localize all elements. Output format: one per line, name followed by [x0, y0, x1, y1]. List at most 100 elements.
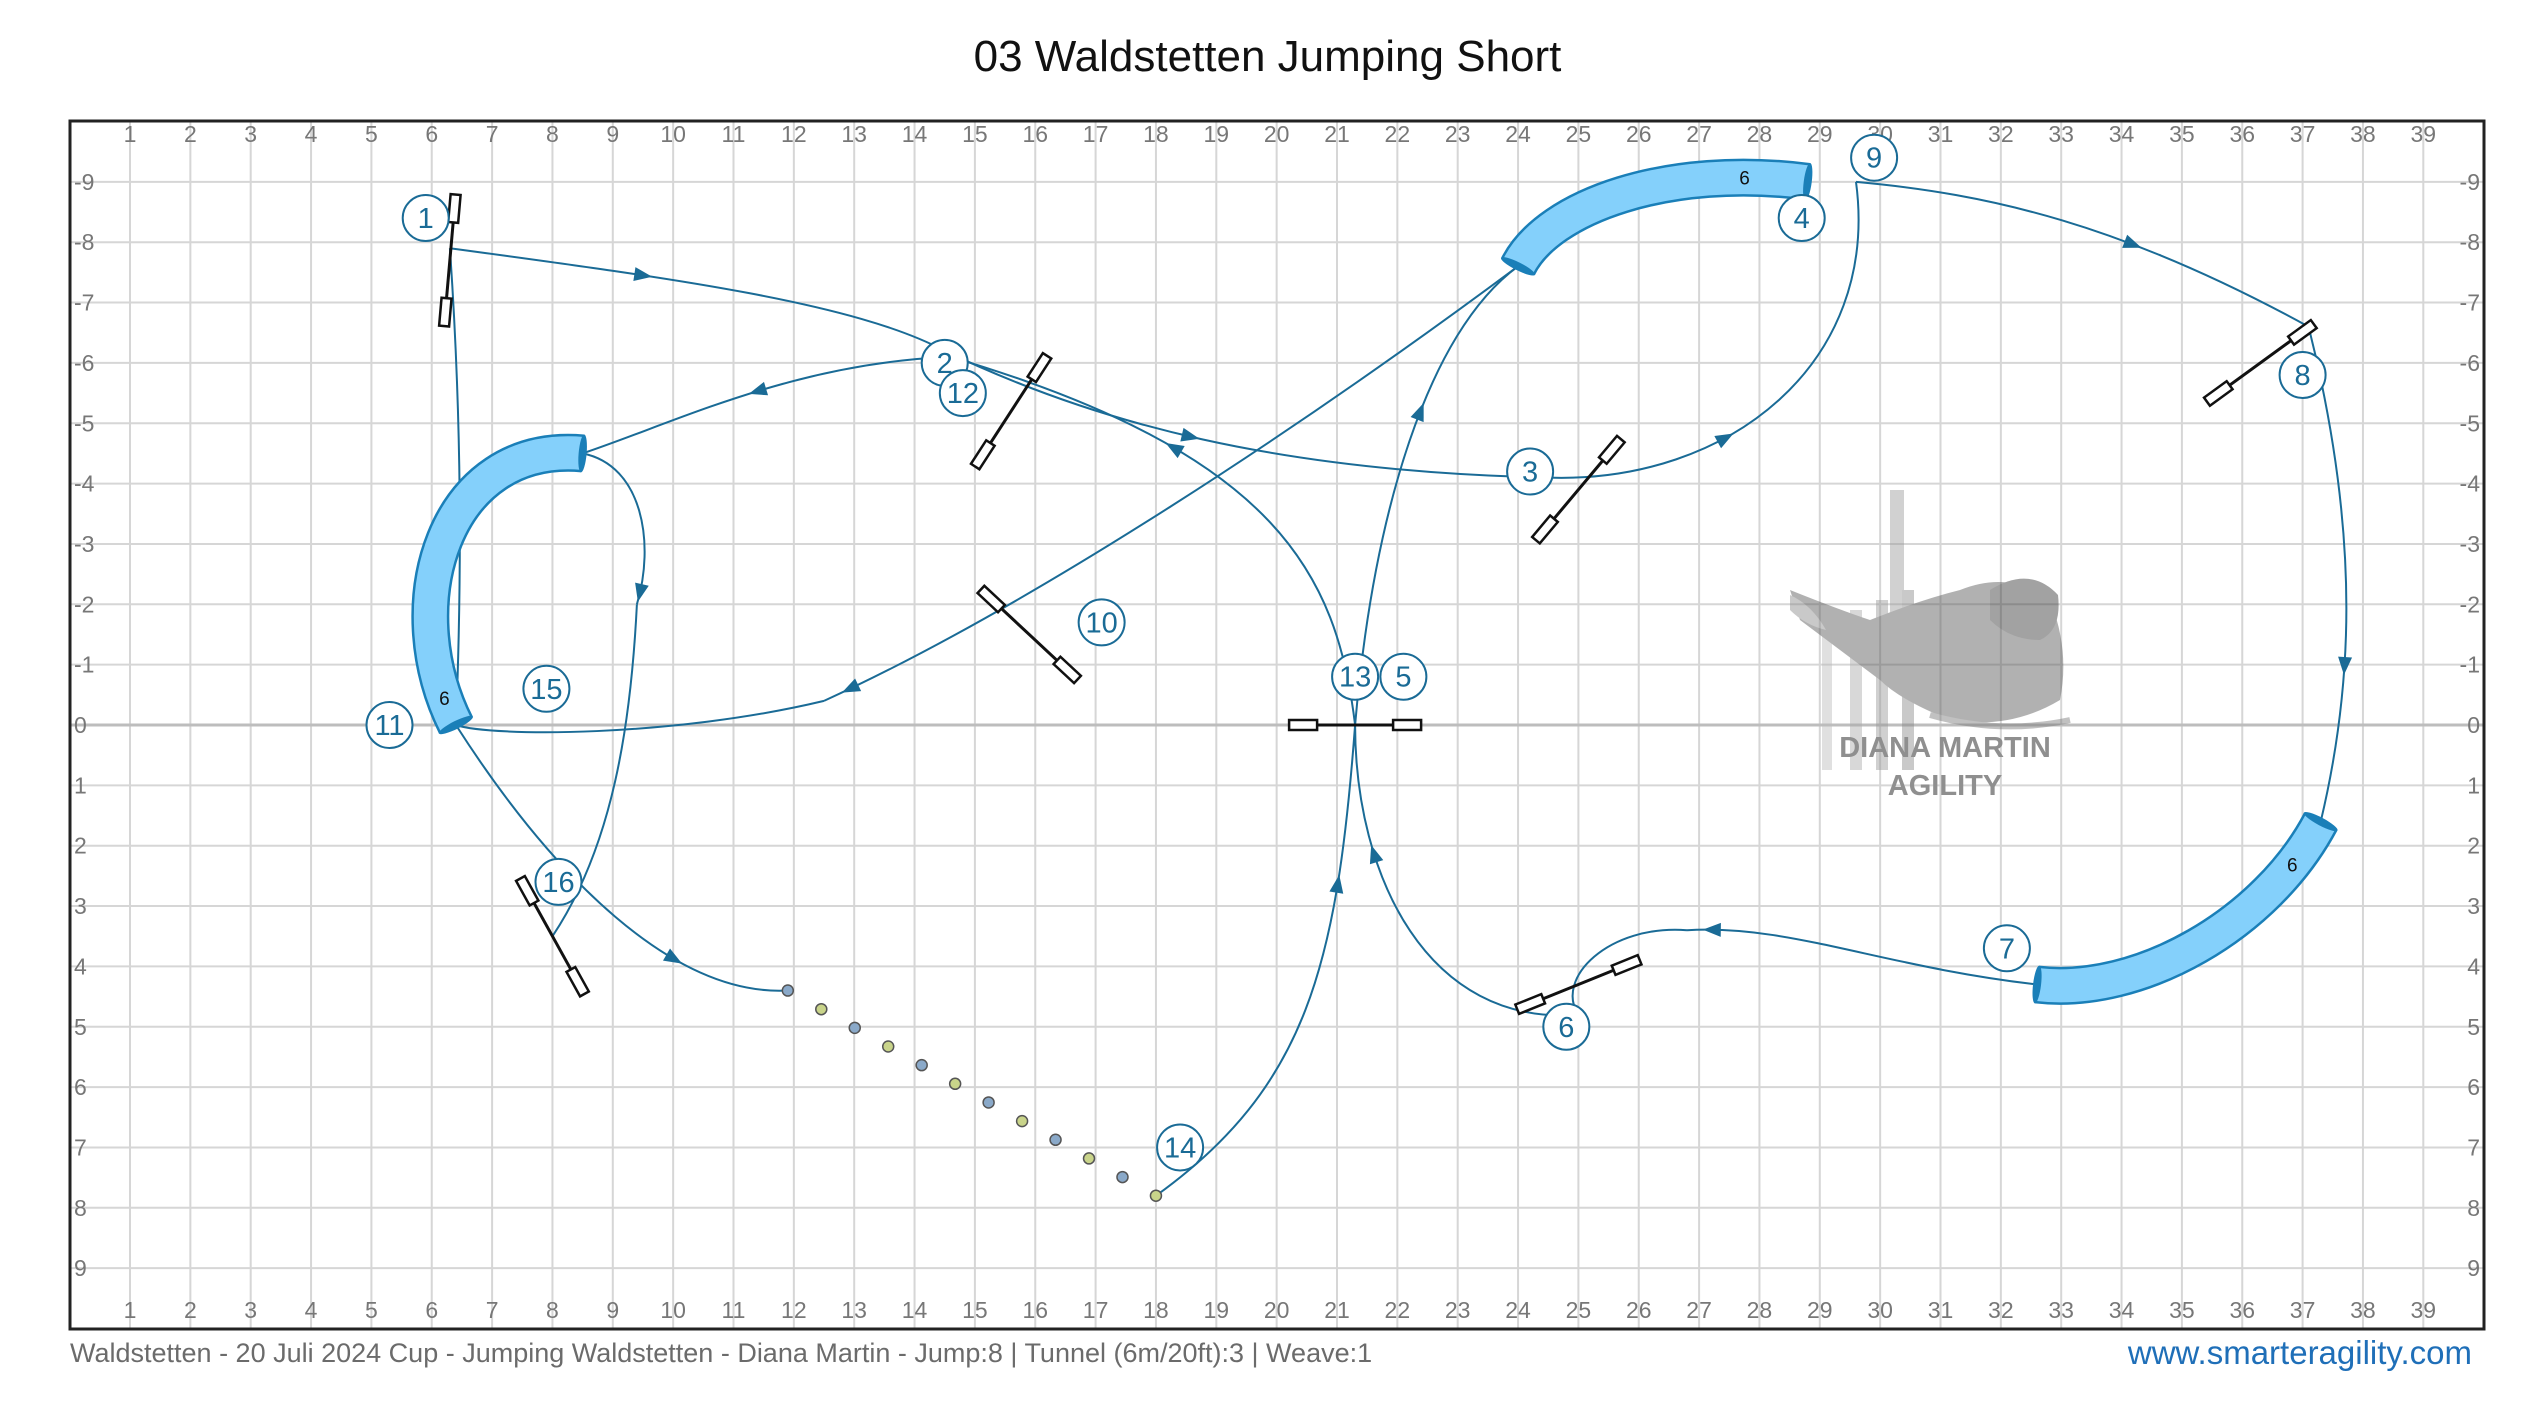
tunnel-opening: [438, 715, 473, 735]
jump-wing: [1530, 513, 1560, 546]
weave-pole: [881, 1040, 895, 1053]
x-axis-label: 7: [486, 121, 499, 147]
path-segment: [944, 349, 1549, 479]
x-axis-label: 3: [244, 1297, 257, 1323]
x-axis-label: 28: [1747, 1297, 1773, 1323]
tunnel[interactable]: 6: [2031, 809, 2340, 1005]
obstacle-number: 13: [1331, 652, 1380, 701]
grid-labels: 1122334455667788991010111112121313141415…: [74, 121, 2480, 1323]
obstacle-number: 14: [1156, 1123, 1205, 1172]
x-axis-label: 30: [1867, 1297, 1893, 1323]
y-axis-label-right: -4: [2460, 471, 2481, 497]
x-axis-label: 17: [1083, 1297, 1109, 1323]
y-axis-label-right: 0: [2467, 712, 2480, 738]
obstacle-number: 7: [1982, 924, 2031, 973]
x-axis-label: 6: [425, 121, 438, 147]
obstacle-number: 6: [1542, 1002, 1591, 1051]
x-axis-label: 16: [1022, 121, 1048, 147]
jump-wing: [514, 874, 541, 908]
y-axis-label-left: 6: [74, 1074, 87, 1100]
x-axis-label: 12: [781, 1297, 807, 1323]
y-axis-label-right: 4: [2467, 953, 2480, 979]
path-arrow: [635, 582, 649, 602]
x-axis-label: 24: [1505, 121, 1531, 147]
y-axis-label-left: -9: [74, 169, 94, 195]
x-axis-label: 34: [2109, 121, 2135, 147]
path-arrow: [2122, 234, 2142, 248]
path-segment: [582, 452, 646, 605]
path-segment: [455, 699, 825, 734]
path-segment: [1571, 928, 1688, 1016]
y-axis-label-right: -9: [2460, 169, 2480, 195]
jump[interactable]: [1530, 434, 1627, 546]
weave-pole: [1116, 1170, 1129, 1184]
x-axis-label: 37: [2290, 121, 2316, 147]
y-axis-label-left: 0: [74, 712, 87, 738]
obstacle-number: 1: [401, 194, 450, 243]
x-axis-label: 18: [1143, 121, 1169, 147]
x-axis-label: 29: [1807, 1297, 1833, 1323]
path-arrow: [1165, 442, 1185, 459]
y-axis-label-left: -7: [74, 290, 94, 316]
obstacle-number: 16: [534, 857, 583, 906]
path-segment: [582, 355, 951, 455]
x-axis-label: 35: [2169, 1297, 2195, 1323]
jump-wing: [975, 584, 1007, 614]
obstacle-number-label: 4: [1794, 203, 1810, 235]
y-axis-label-right: -2: [2460, 591, 2480, 617]
weave-pole: [1015, 1114, 1029, 1128]
x-axis-label: 34: [2109, 1297, 2135, 1323]
y-axis-label-left: -8: [74, 229, 94, 255]
handler-path: [448, 180, 2353, 1197]
jump[interactable]: [975, 584, 1083, 685]
x-axis-label: 25: [1566, 121, 1592, 147]
weave-pole: [915, 1058, 928, 1072]
jump[interactable]: [1287, 718, 1423, 732]
jump[interactable]: [2202, 318, 2319, 408]
jump[interactable]: [969, 351, 1053, 471]
jump-wing: [1051, 654, 1083, 685]
y-axis-label-left: 8: [74, 1195, 87, 1221]
path-segment: [1354, 724, 1579, 1017]
x-axis-label: 14: [902, 121, 928, 147]
x-axis-label: 11: [722, 1297, 746, 1323]
jump-wing: [1610, 953, 1644, 977]
tunnel[interactable]: 6: [1499, 158, 1814, 278]
x-axis-label: 2: [184, 121, 197, 147]
x-axis-label: 7: [486, 1297, 499, 1323]
obstacle-number: 9: [1850, 133, 1899, 182]
footer-website-link[interactable]: www.smarteragility.com: [2127, 1334, 2472, 1371]
path-segment: [1855, 180, 2310, 328]
x-axis-label: 27: [1686, 121, 1712, 147]
y-axis-label-right: -1: [2460, 652, 2480, 678]
jump-wing: [1391, 718, 1423, 732]
x-axis-label: 31: [1928, 121, 1954, 147]
y-axis-label-right: 7: [2467, 1134, 2480, 1160]
jump[interactable]: [437, 192, 462, 328]
tunnel-opening: [1803, 163, 1813, 201]
jumps: [437, 192, 2319, 1016]
path-arrow: [633, 267, 653, 281]
x-axis-label: 37: [2290, 1297, 2316, 1323]
obstacle-number-label: 5: [1395, 662, 1411, 694]
obstacle-number: 10: [1077, 598, 1126, 647]
y-axis-label-left: -5: [74, 410, 94, 436]
obstacle-number-label: 8: [2295, 360, 2311, 392]
x-axis-label: 26: [1626, 121, 1652, 147]
logo-line2: AGILITY: [1888, 770, 2002, 802]
obstacle-number: 12: [938, 369, 987, 418]
x-axis-label: 10: [660, 121, 686, 147]
weave-pole: [982, 1096, 995, 1109]
tunnel-length-label: 6: [439, 689, 450, 710]
tunnel[interactable]: 6: [411, 433, 588, 737]
field-border: [68, 119, 2486, 1331]
y-axis-label-left: 5: [74, 1014, 87, 1040]
jump-wing: [2202, 379, 2235, 408]
jump[interactable]: [514, 874, 591, 999]
jump[interactable]: [1513, 953, 1644, 1016]
jump-wing: [1513, 992, 1547, 1016]
path-arrow: [841, 678, 862, 693]
x-axis-label: 17: [1083, 121, 1109, 147]
x-axis-label: 22: [1385, 121, 1411, 147]
footer-info: Waldstetten - 20 Juli 2024 Cup - Jumping…: [70, 1338, 1373, 1368]
